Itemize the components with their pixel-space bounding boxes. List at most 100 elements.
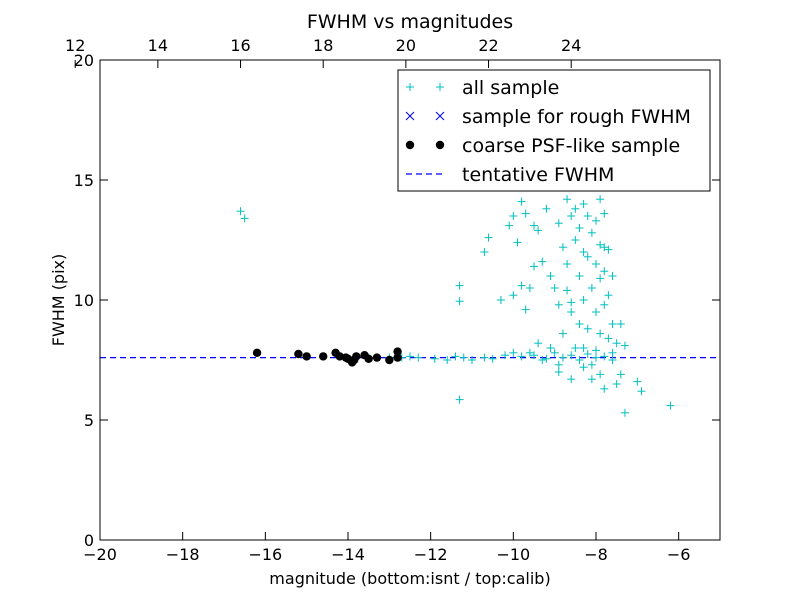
all-sample-point xyxy=(480,353,489,362)
all-sample-point xyxy=(538,257,547,266)
all-sample-point xyxy=(554,368,563,376)
y-tick-label: 0 xyxy=(84,531,94,550)
all-sample-point xyxy=(592,353,600,362)
all-sample-point xyxy=(525,284,534,292)
all-sample-point xyxy=(596,240,605,249)
all-sample-point xyxy=(600,209,609,218)
legend-label: coarse PSF-like sample xyxy=(462,135,680,157)
psf-like-point xyxy=(364,354,373,363)
y-tick-label: 15 xyxy=(74,171,94,190)
all-sample-point xyxy=(608,320,617,328)
all-sample-point xyxy=(509,212,518,220)
legend-x-icon xyxy=(405,111,415,121)
psf-like-point xyxy=(393,347,402,356)
legend-label: tentative FWHM xyxy=(462,164,614,186)
psf-like-point xyxy=(385,355,394,365)
all-sample-point xyxy=(583,324,592,333)
all-sample-point xyxy=(567,375,576,384)
all-sample-point xyxy=(579,248,588,256)
all-sample-point xyxy=(558,353,567,362)
all-sample-point xyxy=(567,298,576,307)
all-sample-point xyxy=(455,281,464,290)
psf-like-point xyxy=(302,352,311,361)
all-sample-point xyxy=(604,291,613,300)
y-tick-label: 5 xyxy=(84,411,94,430)
all-sample-point xyxy=(563,195,572,204)
y-axis-label: FWHM (pix) xyxy=(49,254,68,347)
psf-like-point xyxy=(372,353,382,362)
all-sample-point xyxy=(575,224,584,232)
all-sample-point xyxy=(608,356,617,364)
top-x-tick-label: 18 xyxy=(313,36,333,55)
all-sample-point xyxy=(505,221,514,230)
all-sample-point xyxy=(633,377,642,386)
all-sample-point xyxy=(600,300,609,309)
legend-plus-icon xyxy=(436,83,444,91)
all-sample-point xyxy=(414,353,423,362)
all-sample-point xyxy=(579,200,588,208)
legend-plus-icon xyxy=(406,83,414,91)
all-sample-point xyxy=(596,370,605,379)
all-sample-point xyxy=(240,214,249,223)
all-sample-point xyxy=(587,228,596,237)
legend-x-icon xyxy=(435,111,445,121)
all-sample-point xyxy=(600,243,609,252)
top-x-tick-label: 20 xyxy=(396,36,416,55)
all-sample-point xyxy=(587,284,596,292)
plot-area xyxy=(100,178,720,417)
all-sample-point xyxy=(517,281,526,290)
all-sample-point xyxy=(509,291,518,300)
legend-label: all sample xyxy=(462,77,559,99)
legend-item: sample for rough FWHM xyxy=(405,106,691,128)
all-sample-point xyxy=(600,352,609,361)
all-sample-point xyxy=(596,195,605,204)
legend-item: all sample xyxy=(406,77,559,99)
all-sample-point xyxy=(616,320,625,328)
top-x-tick-label: 16 xyxy=(230,36,250,55)
all-sample-point xyxy=(542,204,551,213)
all-sample-point xyxy=(496,296,505,304)
all-sample-point xyxy=(525,348,534,357)
all-sample-point xyxy=(583,252,592,261)
all-sample-point xyxy=(480,248,489,256)
y-tick-label: 20 xyxy=(74,51,94,70)
all-sample-point xyxy=(571,344,580,352)
all-sample-point xyxy=(600,267,609,276)
x-axis-label: magnitude (bottom:isnt / top:calib) xyxy=(269,569,550,588)
all-sample-point xyxy=(575,272,584,280)
all-sample-point xyxy=(484,233,493,242)
psf-like-point xyxy=(393,353,402,362)
all-sample-point xyxy=(521,305,530,314)
x-tick-label: −14 xyxy=(331,545,365,564)
all-sample-point xyxy=(571,204,580,213)
all-sample-point xyxy=(596,274,605,283)
legend-item: tentative FWHM xyxy=(406,164,614,186)
all-sample-point xyxy=(600,384,609,393)
psf-like-point xyxy=(350,355,359,365)
psf-like-point xyxy=(319,352,328,361)
legend-item: coarse PSF-like sample xyxy=(405,135,680,157)
all-sample-point xyxy=(666,401,675,410)
psf-like-point xyxy=(341,353,351,362)
all-sample-point xyxy=(583,350,592,358)
all-sample-point xyxy=(430,354,439,363)
x-tick-label: −6 xyxy=(667,545,691,564)
all-sample-point xyxy=(587,360,596,369)
all-sample-point xyxy=(583,212,592,220)
all-sample-point xyxy=(554,300,563,309)
legend-dot-icon xyxy=(405,140,415,150)
all-sample-point xyxy=(455,297,464,306)
all-sample-point xyxy=(501,351,510,360)
all-sample-point xyxy=(530,221,538,230)
x-tick-label: −16 xyxy=(248,545,282,564)
all-sample-point xyxy=(443,356,452,364)
all-sample-point xyxy=(616,370,625,379)
all-sample-point xyxy=(608,348,617,357)
all-sample-point xyxy=(517,197,526,206)
all-sample-point xyxy=(517,352,526,361)
psf-like-point xyxy=(294,349,303,359)
top-x-tick-label: 22 xyxy=(478,36,498,55)
all-sample-point xyxy=(592,216,600,225)
